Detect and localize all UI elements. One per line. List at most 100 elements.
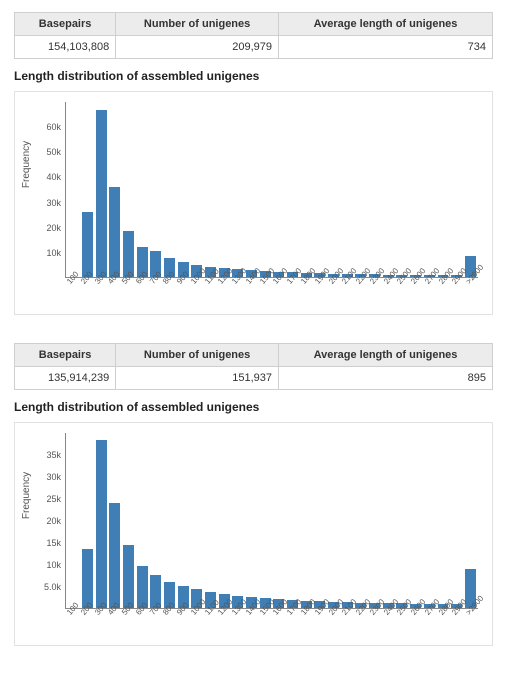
bars-container bbox=[66, 433, 478, 608]
bar-slot bbox=[409, 102, 423, 277]
bar-slot bbox=[108, 102, 122, 277]
x-tick-slot: 600 bbox=[134, 609, 148, 643]
x-tick-slot: 200 bbox=[79, 609, 93, 643]
x-tick-slot: 2500 bbox=[395, 609, 409, 643]
bar-slot bbox=[94, 102, 108, 277]
plot-area bbox=[65, 433, 478, 609]
bar-slot bbox=[327, 433, 341, 608]
y-tick: 20k bbox=[46, 516, 61, 526]
panel-1: BasepairsNumber of unigenesAverage lengt… bbox=[14, 343, 493, 646]
summary-value: 734 bbox=[279, 36, 493, 59]
x-tick-slot: 2300 bbox=[368, 278, 382, 312]
summary-table: BasepairsNumber of unigenesAverage lengt… bbox=[14, 343, 493, 390]
bar-slot bbox=[176, 102, 190, 277]
x-tick-slot: 1700 bbox=[285, 609, 299, 643]
bar bbox=[109, 503, 120, 608]
x-tick-slot: 1900 bbox=[313, 278, 327, 312]
x-tick-slot: 1200 bbox=[216, 609, 230, 643]
x-tick-slot: 500 bbox=[120, 609, 134, 643]
bar-slot bbox=[286, 433, 300, 608]
x-tick-slot: 2100 bbox=[340, 278, 354, 312]
bar-slot bbox=[231, 433, 245, 608]
x-tick-area: 1002003004005006007008009001000110012001… bbox=[65, 609, 478, 643]
bar bbox=[82, 212, 93, 277]
bar-slot bbox=[122, 102, 136, 277]
bar-slot bbox=[190, 433, 204, 608]
x-tick-slot: 800 bbox=[161, 609, 175, 643]
bar-slot bbox=[217, 102, 231, 277]
summary-header: Average length of unigenes bbox=[279, 344, 493, 367]
x-tick-slot: 700 bbox=[148, 278, 162, 312]
y-tick: 10k bbox=[46, 248, 61, 258]
bar-slot bbox=[354, 102, 368, 277]
bar-slot bbox=[436, 433, 450, 608]
bar-slot bbox=[395, 433, 409, 608]
y-tick: 20k bbox=[46, 223, 61, 233]
y-tick: 30k bbox=[46, 198, 61, 208]
bar bbox=[96, 440, 107, 608]
x-tick-slot: 100 bbox=[65, 278, 79, 312]
summary-header: Basepairs bbox=[15, 344, 116, 367]
y-tick: 50k bbox=[46, 147, 61, 157]
x-tick-slot: >2900 bbox=[464, 609, 478, 643]
x-tick-slot: 1800 bbox=[299, 278, 313, 312]
bar-slot bbox=[381, 102, 395, 277]
bar-slot bbox=[395, 102, 409, 277]
x-tick-slot: 1300 bbox=[230, 278, 244, 312]
bar-slot bbox=[340, 433, 354, 608]
x-tick-slot: 2200 bbox=[354, 278, 368, 312]
summary-header: Number of unigenes bbox=[116, 344, 279, 367]
x-tick-slot: 2400 bbox=[382, 609, 396, 643]
bar-slot bbox=[286, 102, 300, 277]
bar-slot bbox=[94, 433, 108, 608]
bar-slot bbox=[245, 433, 259, 608]
bar-slot bbox=[313, 433, 327, 608]
x-tick-slot: 1000 bbox=[189, 609, 203, 643]
x-tick-slot: 2600 bbox=[409, 278, 423, 312]
bar-slot bbox=[272, 433, 286, 608]
x-tick-slot: 900 bbox=[175, 278, 189, 312]
x-tick-slot: 2900 bbox=[450, 609, 464, 643]
x-tick-slot: 400 bbox=[106, 278, 120, 312]
bar-slot bbox=[327, 102, 341, 277]
bar-slot bbox=[299, 102, 313, 277]
x-tick-slot: 2000 bbox=[327, 609, 341, 643]
y-tick: 60k bbox=[46, 122, 61, 132]
summary-header: Number of unigenes bbox=[116, 13, 279, 36]
bar-slot bbox=[463, 102, 477, 277]
summary-value: 895 bbox=[279, 367, 493, 390]
x-tick-slot: 2300 bbox=[368, 609, 382, 643]
bar-slot bbox=[122, 433, 136, 608]
x-tick-slot: 300 bbox=[93, 609, 107, 643]
y-tick: 15k bbox=[46, 538, 61, 548]
summary-value: 135,914,239 bbox=[15, 367, 116, 390]
x-tick-slot: 1400 bbox=[244, 278, 258, 312]
bar bbox=[82, 549, 93, 608]
bar-slot bbox=[190, 102, 204, 277]
y-tick-area: 10k20k30k40k50k60k bbox=[35, 102, 63, 278]
bar-slot bbox=[422, 433, 436, 608]
bar-slot bbox=[313, 102, 327, 277]
x-tick-slot: 200 bbox=[79, 278, 93, 312]
bar-slot bbox=[299, 433, 313, 608]
bar-slot bbox=[368, 102, 382, 277]
bar-slot bbox=[340, 102, 354, 277]
x-tick-slot: 2400 bbox=[382, 278, 396, 312]
bar-slot bbox=[204, 102, 218, 277]
bar-slot bbox=[381, 433, 395, 608]
x-tick-slot: 1300 bbox=[230, 609, 244, 643]
bar-slot bbox=[436, 102, 450, 277]
bar-slot bbox=[409, 433, 423, 608]
x-tick-slot: 1600 bbox=[271, 278, 285, 312]
bar-slot bbox=[217, 433, 231, 608]
x-tick-slot: 800 bbox=[161, 278, 175, 312]
bars-container bbox=[66, 102, 478, 277]
bar-slot bbox=[108, 433, 122, 608]
x-tick-slot: 1700 bbox=[285, 278, 299, 312]
x-tick-slot: 1100 bbox=[203, 609, 217, 643]
x-tick-slot: 300 bbox=[93, 278, 107, 312]
bar-slot bbox=[135, 433, 149, 608]
x-tick-slot: 1100 bbox=[203, 278, 217, 312]
x-tick-slot: 600 bbox=[134, 278, 148, 312]
bar-slot bbox=[81, 102, 95, 277]
